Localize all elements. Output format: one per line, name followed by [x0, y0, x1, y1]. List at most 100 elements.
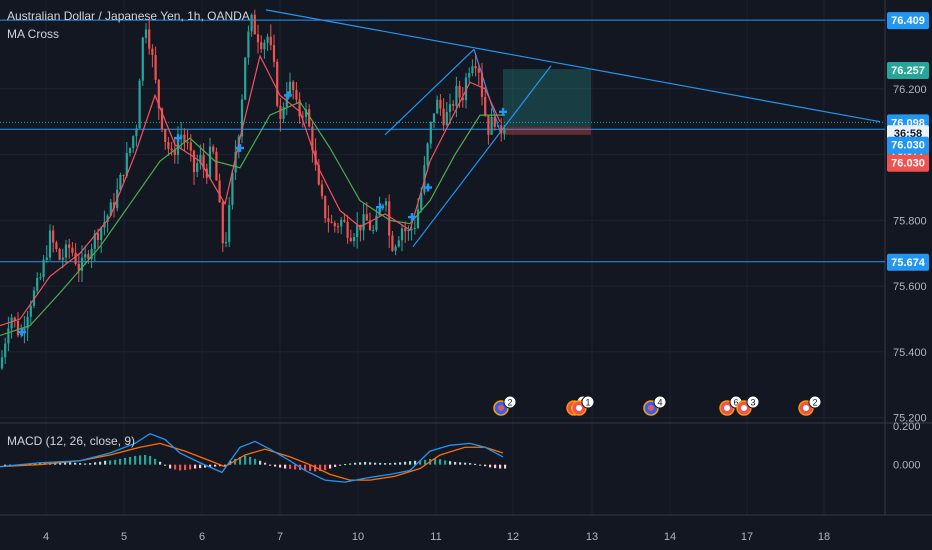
- macd-histogram-bar: [244, 455, 247, 465]
- trendline: [412, 65, 552, 248]
- price-tick-label: 76.200: [893, 84, 927, 96]
- candle-body: [250, 14, 253, 32]
- candle-body: [90, 248, 93, 260]
- candle: [304, 102, 308, 124]
- candle: [144, 23, 148, 44]
- macd-histogram-bar: [349, 463, 352, 465]
- candle-body: [432, 113, 436, 123]
- macd-histogram-bar: [419, 460, 422, 465]
- candle: [500, 117, 503, 142]
- candle-body: [439, 99, 442, 109]
- candle-body: [372, 230, 375, 232]
- candle: [106, 214, 109, 233]
- event-count: 1: [585, 398, 590, 408]
- candle-body: [132, 136, 135, 149]
- candle-body: [170, 148, 173, 151]
- chart-title[interactable]: Australian Dollar / Japanese Yen, 1h, OA…: [7, 9, 250, 23]
- candle-body: [138, 80, 141, 129]
- macd-histogram-bar: [259, 460, 262, 465]
- candle-body: [276, 61, 279, 106]
- candle-body: [26, 316, 29, 329]
- candle: [356, 212, 359, 249]
- candle-body: [493, 116, 496, 127]
- candle-body: [106, 215, 109, 223]
- candle-body: [365, 214, 368, 221]
- candle-body: [445, 112, 448, 126]
- candle-body: [122, 174, 125, 176]
- macd-histogram-bar: [369, 462, 372, 465]
- candle: [208, 137, 212, 180]
- macd-histogram-bar: [179, 464, 182, 471]
- candle: [400, 224, 404, 252]
- macd-histogram-bar: [404, 461, 407, 465]
- macd-histogram-bar: [144, 454, 147, 465]
- candle: [404, 221, 407, 243]
- macd-histogram-bar: [224, 464, 227, 466]
- ma-fast-line: [0, 54, 501, 327]
- macd-histogram-bar: [149, 455, 152, 465]
- candle-body: [215, 151, 218, 181]
- macd-histogram-bar: [139, 455, 142, 465]
- time-tick-label: 17: [741, 531, 753, 543]
- candle: [279, 97, 282, 132]
- candle: [112, 193, 116, 218]
- macd-histogram-bar: [424, 459, 427, 465]
- candle-body: [144, 29, 148, 38]
- event-count: 6: [733, 398, 738, 408]
- time-tick-label: 4: [43, 531, 49, 543]
- macd-histogram-bar: [484, 464, 487, 467]
- candle: [292, 80, 295, 100]
- macd-histogram-bar: [384, 463, 387, 465]
- macd-histogram-bar: [459, 462, 462, 465]
- macd-histogram-bar: [249, 456, 252, 465]
- candle: [196, 154, 199, 178]
- price-tag-bg: [887, 62, 929, 80]
- event-marker: [493, 395, 517, 416]
- candle-body: [458, 85, 461, 98]
- event-count-badge: [581, 395, 595, 409]
- macd-histogram-bar: [229, 460, 232, 465]
- time-tick-label: 12: [507, 531, 519, 543]
- candle: [74, 243, 77, 266]
- candle-body: [74, 253, 77, 264]
- candle: [359, 224, 362, 242]
- candle-body: [320, 184, 324, 197]
- candle-body: [52, 230, 55, 243]
- candle-body: [384, 201, 388, 206]
- macd-label[interactable]: MACD (12, 26, close, 9): [7, 434, 136, 448]
- candle-body: [29, 305, 32, 317]
- macd-histogram-bar: [489, 464, 492, 468]
- event-count: 3: [750, 398, 755, 408]
- candle-body: [397, 240, 400, 247]
- macd-histogram-bar: [214, 464, 217, 467]
- price-tag-label: 76.030: [891, 158, 925, 170]
- candle-body: [308, 109, 311, 127]
- candle-body: [442, 108, 445, 126]
- ma-cross-marker: [174, 134, 182, 143]
- event-dot: [724, 405, 730, 411]
- macd-histogram-bar: [169, 464, 172, 469]
- candle: [84, 245, 87, 265]
- event-count: 4: [657, 398, 662, 408]
- candle: [477, 65, 480, 86]
- candle: [77, 253, 80, 283]
- candle: [388, 194, 391, 249]
- candle: [496, 125, 500, 128]
- candle-body: [240, 99, 244, 137]
- macd-histogram-bar: [454, 461, 457, 465]
- candle-body: [212, 146, 215, 152]
- candle-body: [112, 202, 116, 209]
- candle: [263, 39, 266, 59]
- candle-body: [64, 244, 68, 258]
- candle: [68, 238, 71, 259]
- price-tag-label: 76.257: [891, 65, 925, 77]
- candle: [10, 313, 13, 339]
- event-marker: [736, 395, 760, 416]
- ma-cross-marker: [18, 328, 26, 337]
- indicator-label[interactable]: MA Cross: [7, 27, 60, 41]
- candle: [176, 126, 180, 164]
- macd-histogram-bar: [89, 463, 92, 465]
- candle-body: [71, 247, 74, 254]
- candle-body: [151, 48, 154, 56]
